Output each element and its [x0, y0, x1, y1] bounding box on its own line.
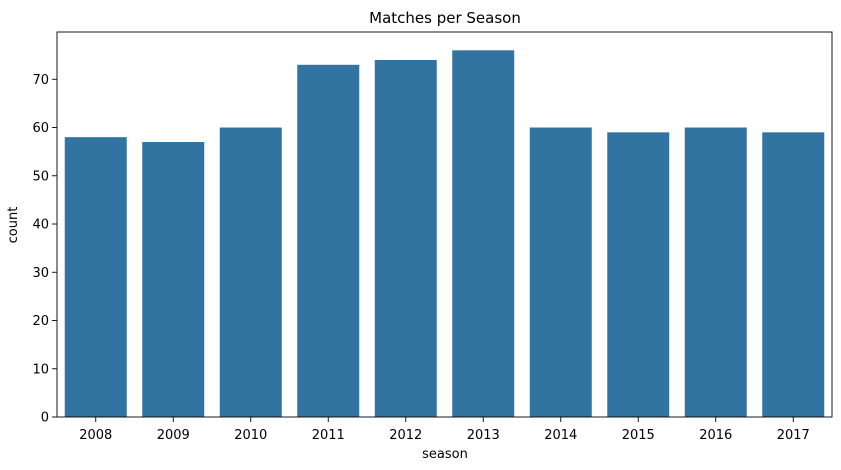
bar-2016 — [684, 127, 747, 418]
y-axis-ticks: 0 10 20 30 40 50 60 70 — [32, 73, 57, 426]
y-tick-label: 10 — [32, 362, 49, 377]
bar-2012 — [374, 59, 437, 418]
y-tick-label: 50 — [32, 169, 49, 184]
x-tick-label: 2016 — [699, 428, 732, 443]
bar-2013 — [452, 50, 515, 417]
x-tick-label: 2008 — [79, 428, 112, 443]
x-tick-label: 2010 — [234, 428, 267, 443]
bar-2010 — [219, 127, 282, 418]
bar-2014 — [529, 127, 592, 418]
chart-title: Matches per Season — [369, 9, 521, 27]
y-axis-label: count — [6, 207, 21, 244]
bar-2008 — [64, 137, 127, 417]
bar-2009 — [142, 142, 205, 417]
x-tick-label: 2009 — [157, 428, 190, 443]
bar-2011 — [297, 64, 360, 418]
x-tick-label: 2012 — [389, 428, 422, 443]
bars-group — [64, 50, 825, 418]
y-tick-label: 60 — [32, 121, 49, 136]
x-tick-label: 2015 — [622, 428, 655, 443]
y-tick-label: 0 — [41, 411, 49, 426]
x-tick-label: 2011 — [312, 428, 345, 443]
x-axis-label: season — [422, 447, 468, 462]
bar-2015 — [607, 132, 670, 417]
x-axis-ticks: 2008 2009 2010 2011 2012 2013 2014 2015 2016 2017 — [79, 417, 810, 443]
x-tick-label: 2014 — [544, 428, 577, 443]
y-tick-label: 30 — [32, 266, 49, 281]
x-tick-label: 2017 — [777, 428, 810, 443]
y-tick-label: 70 — [32, 73, 49, 88]
y-tick-label: 20 — [32, 314, 49, 329]
x-tick-label: 2013 — [467, 428, 500, 443]
bar-2017 — [762, 132, 825, 417]
plot-frame — [56, 31, 833, 418]
y-tick-label: 40 — [32, 218, 49, 233]
